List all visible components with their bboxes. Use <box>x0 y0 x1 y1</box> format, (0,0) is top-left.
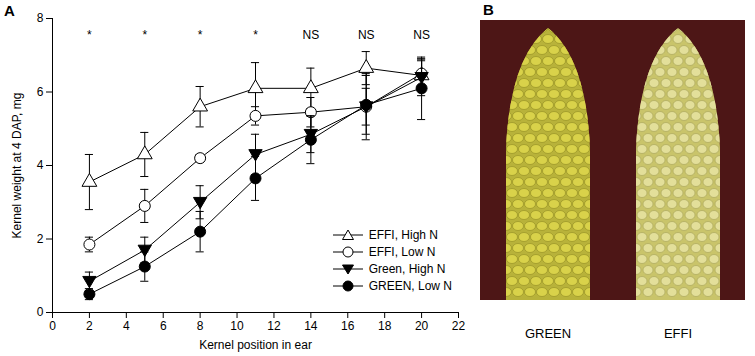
svg-text:2: 2 <box>86 319 93 333</box>
svg-text:12: 12 <box>267 319 281 333</box>
svg-text:GREEN: GREEN <box>525 326 571 341</box>
svg-text:NS: NS <box>358 28 375 42</box>
svg-text:Kernel weight at 4 DAP, mg: Kernel weight at 4 DAP, mg <box>10 93 24 239</box>
html-text:GREEN, Low N: GREEN, Low N <box>368 278 452 293</box>
svg-text:4: 4 <box>37 158 44 172</box>
svg-text:10: 10 <box>230 319 244 333</box>
svg-text:14: 14 <box>304 319 318 333</box>
svg-text:*: * <box>198 28 203 42</box>
svg-text:6: 6 <box>160 319 167 333</box>
svg-text:8: 8 <box>197 319 204 333</box>
svg-text:4: 4 <box>123 319 130 333</box>
svg-text:18: 18 <box>378 319 392 333</box>
svg-text:8: 8 <box>37 11 44 25</box>
svg-text:0: 0 <box>37 305 44 319</box>
svg-text:B: B <box>483 1 494 18</box>
html-text:Green, High N: Green, High N <box>368 261 446 276</box>
html-text:EFFI, High N: EFFI, High N <box>368 227 438 242</box>
svg-text:2: 2 <box>37 232 44 246</box>
svg-text:0: 0 <box>49 319 56 333</box>
svg-text:*: * <box>142 28 147 42</box>
svg-text:NS: NS <box>413 28 430 42</box>
html-text:EFFI, Low N: EFFI, Low N <box>368 244 436 259</box>
svg-text:6: 6 <box>37 85 44 99</box>
svg-text:*: * <box>253 28 258 42</box>
svg-text:EFFI: EFFI <box>664 326 692 341</box>
html-text:A: A <box>4 2 15 19</box>
svg-text:Kernel position in ear: Kernel position in ear <box>199 338 312 352</box>
svg-text:20: 20 <box>415 319 429 333</box>
svg-text:*: * <box>87 28 92 42</box>
svg-text:NS: NS <box>303 28 320 42</box>
svg-text:22: 22 <box>452 319 466 333</box>
svg-text:16: 16 <box>341 319 355 333</box>
